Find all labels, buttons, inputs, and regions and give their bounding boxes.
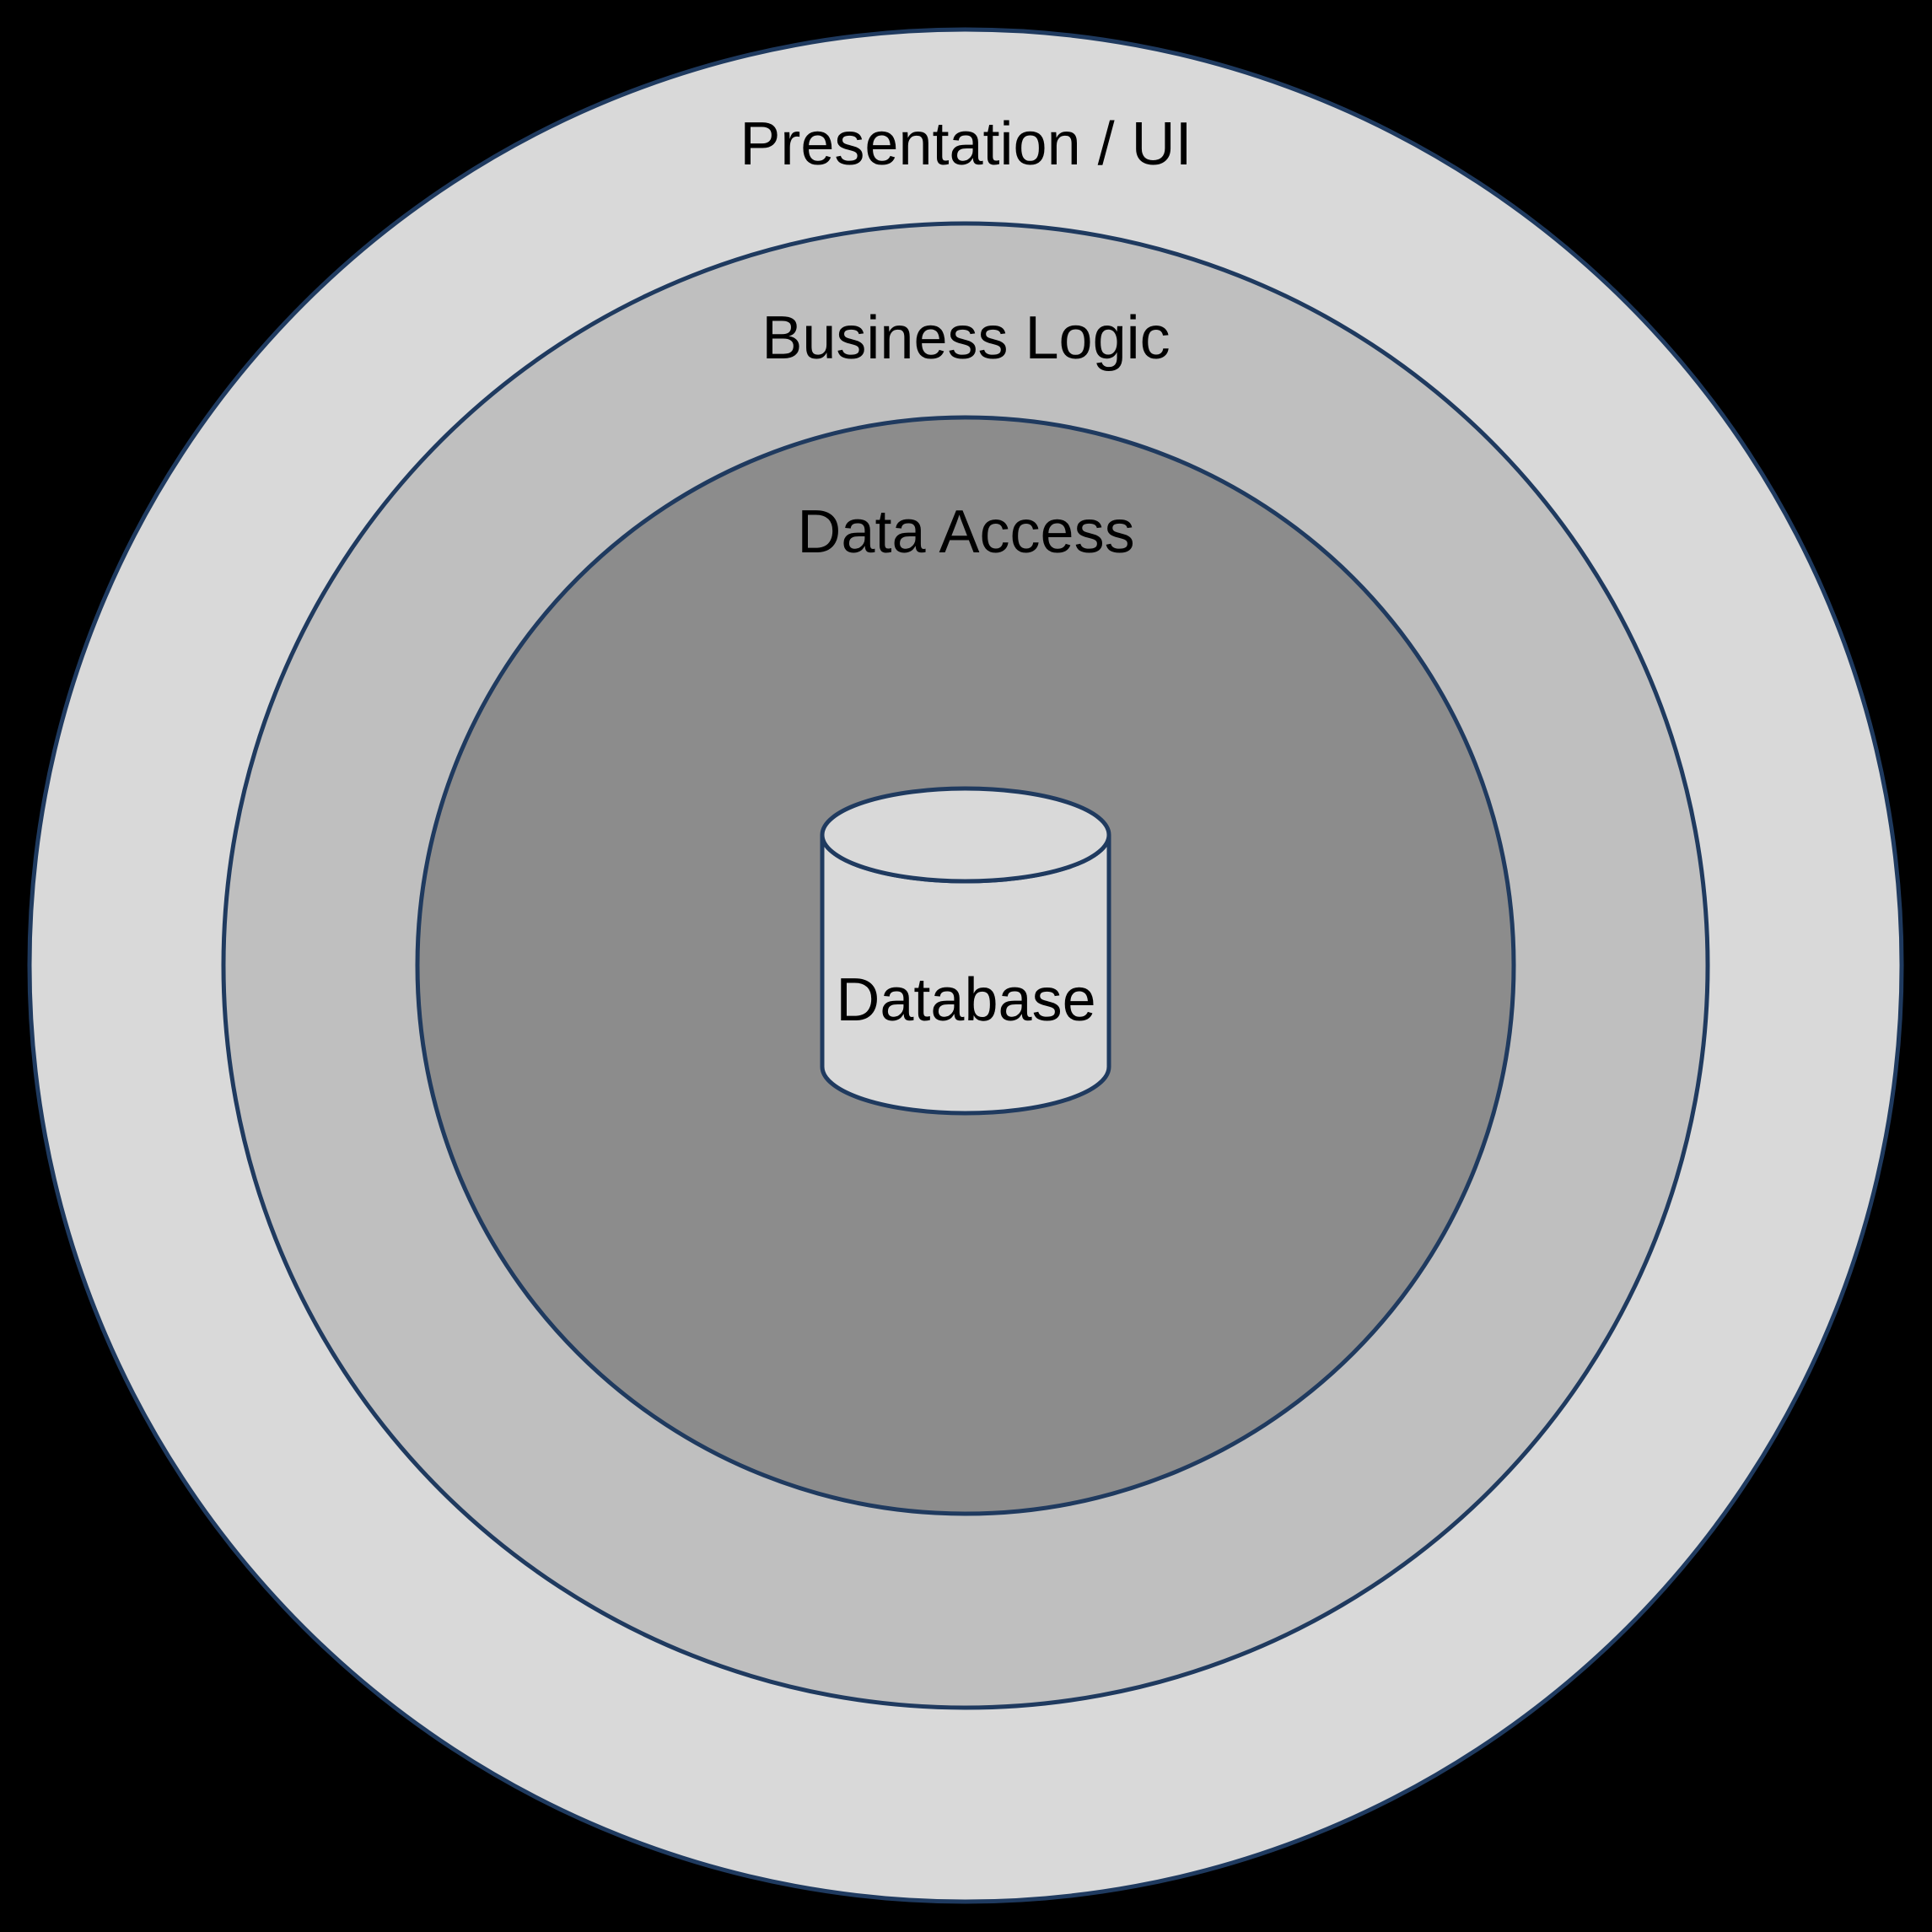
ring-label-data-access: Data Access bbox=[797, 498, 1134, 567]
ring-label-presentation: Presentation / UI bbox=[740, 110, 1192, 179]
ring-label-business-logic: Business Logic bbox=[761, 304, 1170, 373]
core-label-database: Database bbox=[836, 966, 1095, 1035]
database-cylinder-lid bbox=[822, 788, 1109, 881]
architecture-diagram: Presentation / UI Business Logic Data Ac… bbox=[0, 0, 1932, 1932]
